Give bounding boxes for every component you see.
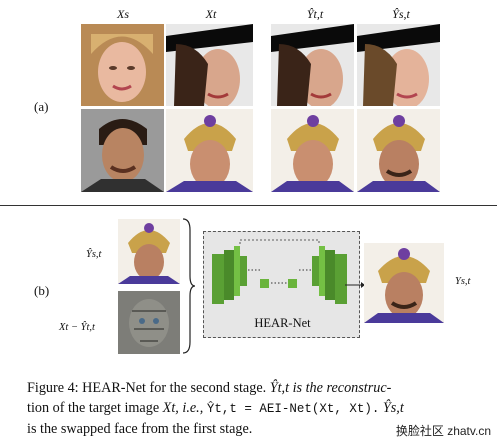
input-brace xyxy=(182,218,196,354)
col-label-yst: Ŷs,t xyxy=(392,7,410,21)
hear-net-label: HEAR-Net xyxy=(254,316,311,330)
face-image-swapped-2 xyxy=(357,109,440,192)
output-arrow xyxy=(345,282,365,288)
col-label-ytt: Ŷt,t xyxy=(306,7,324,21)
input-difference-image xyxy=(118,291,180,354)
panel-divider xyxy=(0,205,497,206)
col-label-xs: Xs xyxy=(117,7,129,21)
face-image-reconstruction-1 xyxy=(271,24,354,106)
caption-line2-ie: i.e., xyxy=(182,400,204,416)
face-image-source-2 xyxy=(81,109,164,192)
caption-line2-end: Ŷs,t xyxy=(382,400,404,416)
caption-line1-math: Ŷt,t is the reconstruc- xyxy=(269,380,392,396)
face-image-reconstruction-2 xyxy=(271,109,354,192)
caption-line-3: is the swapped face from the first stage… xyxy=(27,421,253,437)
caption-line2-eq: Ŷt,t = AEI-Net(Xt, Xt). xyxy=(206,402,380,416)
caption-line-1: Figure 4: HEAR-Net for the second stage.… xyxy=(27,378,492,398)
figure-caption: Figure 4: HEAR-Net for the second stage.… xyxy=(27,378,492,439)
panel-a-label: (a) xyxy=(34,99,49,114)
caption-line-2: tion of the target image Xt, i.e., Ŷt,t … xyxy=(27,398,492,419)
hear-net-block: HEAR-Net xyxy=(203,231,360,338)
caption-line2-a: tion of the target image xyxy=(27,400,160,416)
hear-net-architecture-diagram xyxy=(212,239,347,304)
face-image-swapped-1 xyxy=(357,24,440,106)
face-image-target-2 xyxy=(166,109,253,192)
watermark-text: 换脸社区 zhatv.cn xyxy=(395,424,491,438)
face-image-source-1 xyxy=(81,24,164,106)
col-label-xt: Xt xyxy=(205,7,217,21)
output-label: Ys,t xyxy=(455,276,471,287)
caption-prefix: Figure 4: HEAR-Net for the second stage. xyxy=(27,380,267,396)
input-swapped-face xyxy=(118,219,180,284)
input-label-yst: Ŷs,t xyxy=(86,249,102,260)
input-label-difference: Xt − Ŷt,t xyxy=(59,322,95,333)
caption-line2-var: Xt, xyxy=(162,400,179,416)
panel-b-label: (b) xyxy=(34,283,50,298)
face-image-target-1 xyxy=(166,24,253,106)
output-face-image xyxy=(364,243,444,323)
